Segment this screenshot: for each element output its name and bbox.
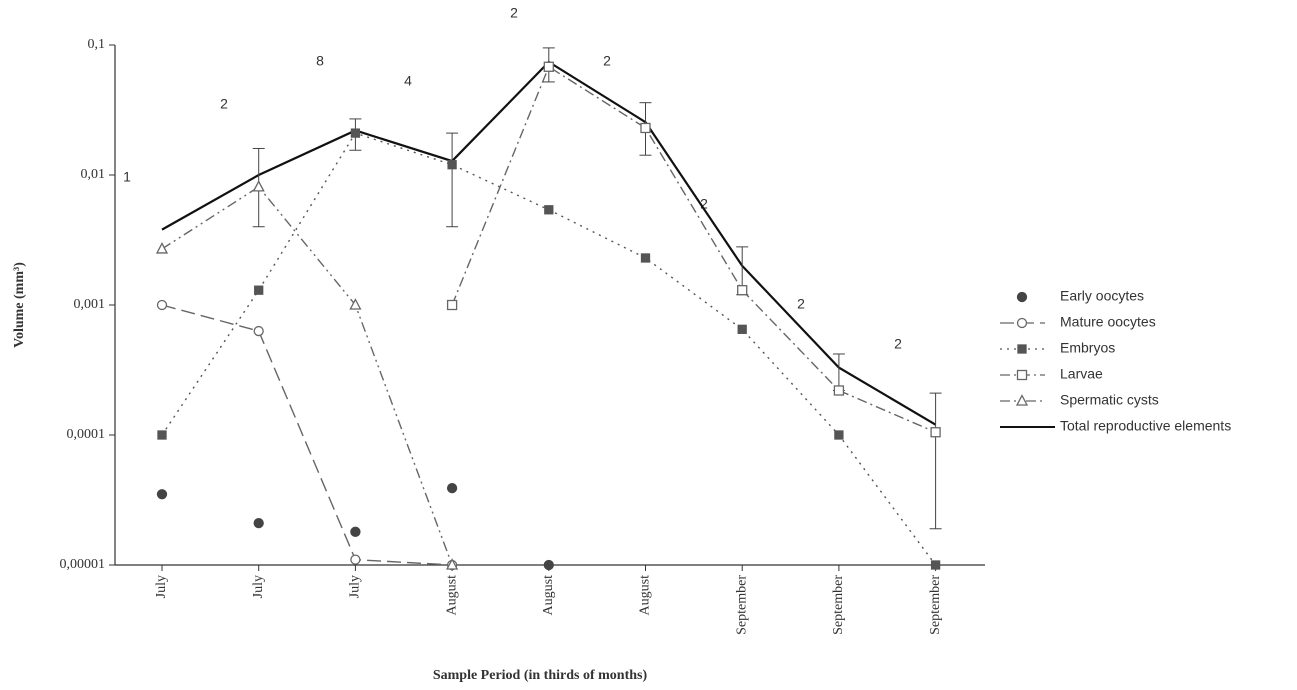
legend-label: Mature oocytes xyxy=(1060,314,1156,330)
point xyxy=(930,560,941,570)
point xyxy=(833,385,845,396)
point xyxy=(640,122,651,134)
series-line xyxy=(161,304,453,566)
point xyxy=(446,483,458,494)
series-line xyxy=(161,132,937,566)
point xyxy=(253,517,264,529)
x-tick-label: August xyxy=(541,575,556,616)
legend-label: Spermatic cysts xyxy=(1060,392,1159,408)
legend-label: Larvae xyxy=(1060,366,1103,382)
annotation: 1 xyxy=(123,169,131,185)
error-bar xyxy=(446,132,459,228)
point xyxy=(640,253,651,263)
x-tick-label: August xyxy=(638,575,653,616)
point xyxy=(446,558,459,570)
point xyxy=(834,430,844,440)
point xyxy=(543,61,554,72)
y-tick-label: 0,0001 xyxy=(67,427,106,442)
point xyxy=(254,285,264,295)
point xyxy=(350,554,361,565)
legend-marker xyxy=(1016,291,1028,303)
x-tick-label: September xyxy=(734,575,749,635)
annotation: 2 xyxy=(894,336,902,352)
y-tick-label: 0,001 xyxy=(74,297,106,312)
x-tick-label: September xyxy=(831,575,846,635)
legend-marker xyxy=(1017,344,1027,354)
annotation: 2 xyxy=(510,5,518,21)
y-tick-label: 0,01 xyxy=(81,167,106,182)
point xyxy=(350,128,361,138)
point xyxy=(350,526,361,537)
annotation: 2 xyxy=(797,296,805,312)
point xyxy=(737,285,748,296)
point xyxy=(543,559,554,571)
legend-marker xyxy=(1016,369,1028,381)
point xyxy=(156,299,168,311)
point xyxy=(252,180,265,192)
legend-label: Total reproductive elements xyxy=(1060,418,1231,434)
legend-label: Embryos xyxy=(1060,340,1115,356)
point xyxy=(447,160,457,170)
point xyxy=(446,299,458,311)
error-bar xyxy=(832,353,845,391)
series-line xyxy=(161,60,937,426)
annotation: 8 xyxy=(316,53,324,69)
x-tick-label: July xyxy=(348,575,363,598)
error-bar xyxy=(929,392,942,530)
point xyxy=(253,325,264,337)
x-axis-title: Sample Period (in thirds of months) xyxy=(433,668,648,683)
point xyxy=(155,242,169,254)
annotation: 2 xyxy=(603,53,611,69)
series-line xyxy=(161,185,453,566)
point xyxy=(157,430,167,440)
annotation: 2 xyxy=(220,96,228,112)
annotation: 2 xyxy=(700,196,708,212)
x-tick-label: July xyxy=(154,575,169,598)
point xyxy=(737,324,747,334)
x-tick-label: July xyxy=(251,575,266,598)
x-tick-label: September xyxy=(928,575,943,635)
legend-marker xyxy=(1015,394,1029,406)
point xyxy=(349,298,362,310)
y-tick-label: 0,00001 xyxy=(60,557,106,572)
x-tick-label: August xyxy=(444,575,459,616)
annotation: 4 xyxy=(404,73,412,89)
series-line xyxy=(451,65,936,433)
legend-label: Early oocytes xyxy=(1060,288,1144,304)
point xyxy=(930,427,941,438)
y-tick-label: 0,1 xyxy=(88,37,106,52)
y-axis-title: Volume (mm³) xyxy=(12,262,27,348)
point xyxy=(156,489,168,500)
point xyxy=(544,205,554,215)
legend-marker xyxy=(1016,317,1028,329)
